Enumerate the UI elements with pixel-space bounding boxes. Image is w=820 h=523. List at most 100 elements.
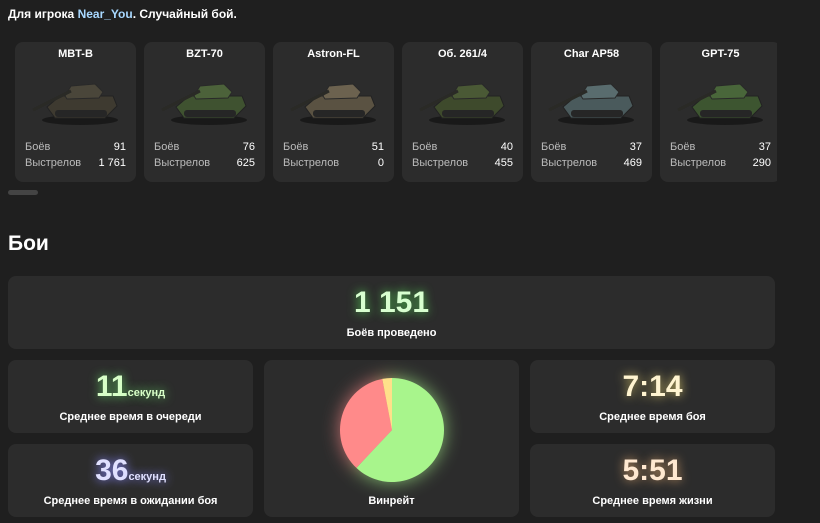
player-name[interactable]: Near_You xyxy=(77,7,133,21)
tank-track xyxy=(700,110,752,117)
shots-row: Выстрелов 469 xyxy=(541,157,642,169)
shots-label: Выстрелов xyxy=(541,157,598,169)
battles-value: 76 xyxy=(242,141,255,153)
battles-value: 37 xyxy=(758,141,771,153)
battles-card: 1 151 Боёв проведено xyxy=(8,276,775,349)
shots-value: 290 xyxy=(752,157,771,169)
queue-unit: секунд xyxy=(127,387,166,399)
tank-turret xyxy=(580,83,620,100)
tank-gun xyxy=(290,89,330,112)
winrate-label: Винрейт xyxy=(368,495,415,507)
tank-image xyxy=(677,83,763,125)
battles-row: Боёв 40 xyxy=(412,141,513,153)
wait-value: 36секунд xyxy=(8,454,253,488)
shots-label: Выстрелов xyxy=(670,157,727,169)
queue-value: 11секунд xyxy=(8,370,253,404)
battles-row: Боёв 51 xyxy=(283,141,384,153)
header-prefix: Для игрока xyxy=(8,7,75,21)
life-time-label: Среднее время жизни xyxy=(592,495,713,507)
tank-gun xyxy=(677,89,717,112)
battles-value: 51 xyxy=(371,141,384,153)
tank-name: GPT-75 xyxy=(701,48,740,60)
battles-row: Боёв 37 xyxy=(670,141,771,153)
tank-card[interactable]: GPT-75 Боёв 37 Выстрелов 290 xyxy=(660,42,777,182)
battles-value: 1 151 xyxy=(353,286,430,319)
tank-image xyxy=(32,83,118,125)
shots-row: Выстрелов 455 xyxy=(412,157,513,169)
pie-slice xyxy=(382,378,392,430)
battles-label: Боёв xyxy=(154,141,180,153)
shots-value: 0 xyxy=(377,157,384,169)
life-time-card: 5:51 Среднее время жизни xyxy=(530,444,775,517)
tank-turret xyxy=(64,83,104,100)
tank-track xyxy=(184,110,236,117)
wait-label: Среднее время в ожидании боя xyxy=(43,495,218,507)
life-time-value: 5:51 xyxy=(622,454,683,487)
battle-time-label: Среднее время боя xyxy=(599,411,706,423)
tank-list: MBT-B Боёв 91 Выстрелов 1 761 BZT-70 Боёв 76 Выс… xyxy=(0,42,777,184)
queue-label: Среднее время в очереди xyxy=(59,411,202,423)
shots-row: Выстрелов 1 761 xyxy=(25,157,126,169)
tank-image xyxy=(290,83,376,125)
tank-track xyxy=(55,110,107,117)
tank-name: Об. 261/4 xyxy=(438,48,487,60)
tank-track xyxy=(442,110,494,117)
tank-card[interactable]: Об. 261/4 Боёв 40 Выстрелов 455 xyxy=(402,42,523,182)
shots-row: Выстрелов 0 xyxy=(283,157,384,169)
tank-turret xyxy=(322,83,362,100)
battles-label: Боёв xyxy=(541,141,567,153)
battles-label: Боёв xyxy=(412,141,438,153)
tank-card[interactable]: Char AP58 Боёв 37 Выстрелов 469 xyxy=(531,42,652,182)
scrollbar[interactable] xyxy=(8,190,38,195)
wait-number: 36 xyxy=(95,454,129,487)
tank-name: MBT-B xyxy=(58,48,93,60)
shots-label: Выстрелов xyxy=(154,157,211,169)
battles-value: 37 xyxy=(629,141,642,153)
tank-card[interactable]: MBT-B Боёв 91 Выстрелов 1 761 xyxy=(15,42,136,182)
shots-row: Выстрелов 625 xyxy=(154,157,255,169)
pie-slice xyxy=(340,378,392,468)
battles-label: Боёв xyxy=(283,141,309,153)
tank-image xyxy=(548,83,634,125)
tank-gun xyxy=(32,89,72,112)
tank-card[interactable]: BZT-70 Боёв 76 Выстрелов 625 xyxy=(144,42,265,182)
winrate-card: Винрейт xyxy=(264,360,519,517)
wait-unit: секунд xyxy=(128,471,166,483)
tank-name: Astron-FL xyxy=(307,48,360,60)
tank-turret xyxy=(709,83,749,100)
shots-label: Выстрелов xyxy=(412,157,469,169)
battle-time-card: 7:14 Среднее время боя xyxy=(530,360,775,433)
tank-turret xyxy=(193,83,233,100)
winrate-chart xyxy=(340,378,444,482)
tank-gun xyxy=(548,89,588,112)
pie-slice xyxy=(356,378,444,482)
tank-track xyxy=(313,110,365,117)
tank-turret xyxy=(451,83,491,100)
battles-label: Боёв xyxy=(670,141,696,153)
shots-value: 455 xyxy=(494,157,513,169)
shots-label: Выстрелов xyxy=(283,157,340,169)
tank-gun xyxy=(161,89,201,112)
battles-value: 91 xyxy=(113,141,126,153)
header: Для игрока Near_You. Случайный бой. xyxy=(8,7,237,21)
wait-card: 36секунд Среднее время в ожидании боя xyxy=(8,444,253,517)
tank-image xyxy=(419,83,505,125)
shots-value: 469 xyxy=(623,157,642,169)
battles-row: Боёв 76 xyxy=(154,141,255,153)
section-title: Бои xyxy=(8,232,49,255)
header-suffix: . Случайный бой. xyxy=(132,7,237,21)
shots-value: 1 761 xyxy=(98,157,126,169)
shots-label: Выстрелов xyxy=(25,157,82,169)
shots-row: Выстрелов 290 xyxy=(670,157,771,169)
battle-time-value: 7:14 xyxy=(622,370,683,403)
tank-card[interactable]: Astron-FL Боёв 51 Выстрелов 0 xyxy=(273,42,394,182)
queue-card: 11секунд Среднее время в очереди xyxy=(8,360,253,433)
battles-value: 40 xyxy=(500,141,513,153)
battles-row: Боёв 91 xyxy=(25,141,126,153)
shots-value: 625 xyxy=(236,157,255,169)
tank-name: Char AP58 xyxy=(563,48,620,60)
tank-name: BZT-70 xyxy=(186,48,223,60)
tank-image xyxy=(161,83,247,125)
tank-gun xyxy=(419,89,459,112)
